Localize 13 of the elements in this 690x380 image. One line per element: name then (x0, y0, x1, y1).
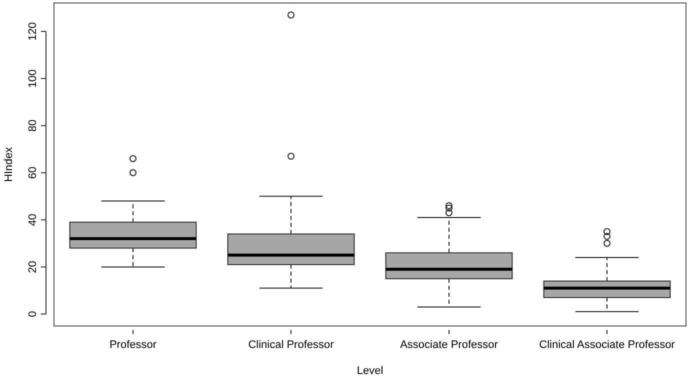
y-tick-label: 100 (27, 69, 39, 88)
y-tick-label: 20 (27, 260, 39, 274)
x-tick-label: Associate Professor (400, 339, 498, 351)
x-tick-label: Clinical Associate Professor (539, 339, 676, 351)
y-tick-label: 120 (27, 22, 39, 41)
x-tick-label: Clinical Professor (248, 339, 334, 351)
x-tick-label: Professor (109, 339, 157, 351)
x-axis-title: Level (356, 365, 384, 377)
y-tick-label: 0 (27, 310, 39, 318)
y-tick-label: 40 (27, 214, 39, 226)
y-tick-label: 80 (27, 120, 39, 132)
y-tick-label: 60 (27, 166, 39, 179)
y-axis-title: HIndex (3, 146, 15, 182)
